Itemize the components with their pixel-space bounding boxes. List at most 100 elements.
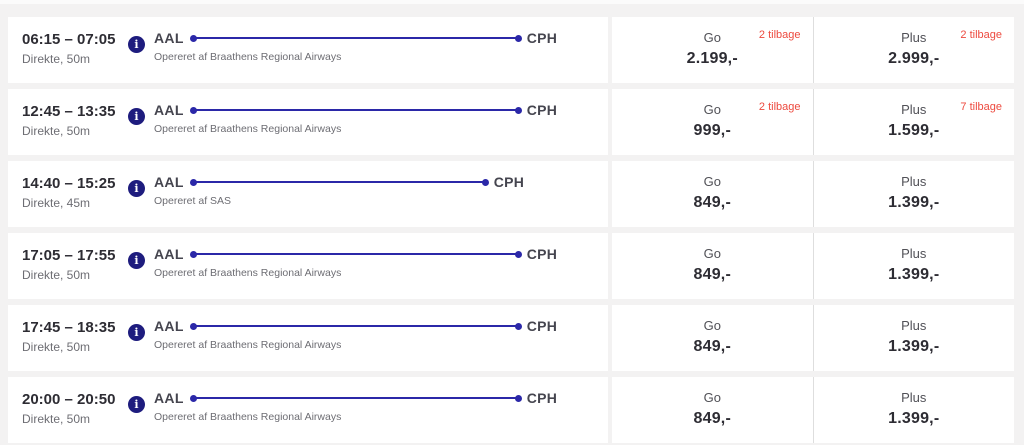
price-card: Go 849,- Plus 1.399,- <box>612 161 1014 227</box>
plus-fare-label: Plus <box>901 102 927 117</box>
time-block: 17:05 – 17:55 Direkte, 50m <box>22 233 128 299</box>
flight-path-line <box>189 178 489 186</box>
time-block: 06:15 – 07:05 Direkte, 50m <box>22 17 128 83</box>
fare-option-go[interactable]: Go 849,- <box>612 305 813 371</box>
route: AAL CPH Opereret af Braathens Regional A… <box>154 89 557 155</box>
go-fare-price: 849,- <box>693 266 731 283</box>
origin-dot <box>189 178 197 186</box>
fare-option-plus[interactable]: 2 tilbage Plus 2.999,- <box>812 17 1015 83</box>
fare-option-go[interactable]: 2 tilbage Go 999,- <box>612 89 813 155</box>
operator-label: Opereret af Braathens Regional Airways <box>154 123 342 135</box>
go-fare-price: 999,- <box>693 122 731 139</box>
route: AAL CPH Opereret af Braathens Regional A… <box>154 377 557 443</box>
origin-code: AAL <box>154 390 184 406</box>
info-icon[interactable]: i <box>128 180 145 197</box>
go-fare-label: Go <box>703 246 721 261</box>
origin-dot <box>189 250 197 258</box>
plus-fare-price: 1.399,- <box>888 266 940 283</box>
flight-duration: Direkte, 50m <box>22 52 91 66</box>
route-line: AAL CPH <box>154 102 557 118</box>
time-block: 20:00 – 20:50 Direkte, 50m <box>22 377 128 443</box>
flight-info-card[interactable]: 14:40 – 15:25 Direkte, 45m i AAL CPH Ope… <box>8 161 608 227</box>
fare-option-plus[interactable]: Plus 1.399,- <box>812 377 1015 443</box>
flight-row: 14:40 – 15:25 Direkte, 45m i AAL CPH Ope… <box>8 161 1014 227</box>
go-fare-label: Go <box>703 30 721 45</box>
go-fare-price: 849,- <box>693 338 731 355</box>
route-line: AAL CPH <box>154 390 557 406</box>
destination-code: CPH <box>526 246 558 262</box>
go-availability-badge: 2 tilbage <box>758 101 801 113</box>
flight-time: 17:05 – 17:55 <box>22 247 116 264</box>
plus-fare-label: Plus <box>901 246 927 261</box>
flight-info-card[interactable]: 06:15 – 07:05 Direkte, 50m i AAL CPH Ope… <box>8 17 608 83</box>
info-icon[interactable]: i <box>128 252 145 269</box>
info-icon[interactable]: i <box>128 324 145 341</box>
flight-info-card[interactable]: 17:05 – 17:55 Direkte, 50m i AAL CPH Ope… <box>8 233 608 299</box>
flight-path-line <box>189 34 522 42</box>
operator-label: Opereret af Braathens Regional Airways <box>154 51 342 63</box>
info-icon[interactable]: i <box>128 108 145 125</box>
origin-code: AAL <box>154 102 184 118</box>
plus-fare-label: Plus <box>901 390 927 405</box>
fare-option-go[interactable]: Go 849,- <box>612 233 813 299</box>
flight-time: 06:15 – 07:05 <box>22 31 116 48</box>
flight-row: 20:00 – 20:50 Direkte, 50m i AAL CPH Ope… <box>8 377 1014 443</box>
fare-option-plus[interactable]: Plus 1.399,- <box>812 233 1015 299</box>
flight-duration: Direkte, 50m <box>22 268 91 282</box>
flight-row: 17:45 – 18:35 Direkte, 50m i AAL CPH Ope… <box>8 305 1014 371</box>
destination-dot <box>514 394 522 402</box>
origin-code: AAL <box>154 174 184 190</box>
price-card: 2 tilbage Go 2.199,- 2 tilbage Plus 2.99… <box>612 17 1014 83</box>
fare-option-go[interactable]: Go 849,- <box>612 161 813 227</box>
route: AAL CPH Opereret af Braathens Regional A… <box>154 305 557 371</box>
info-icon-glyph: i <box>134 38 139 51</box>
fare-option-go[interactable]: 2 tilbage Go 2.199,- <box>612 17 813 83</box>
fare-option-plus[interactable]: 7 tilbage Plus 1.599,- <box>812 89 1015 155</box>
destination-dot <box>514 250 522 258</box>
plus-fare-label: Plus <box>901 174 927 189</box>
fare-option-plus[interactable]: Plus 1.399,- <box>812 161 1015 227</box>
flight-row: 06:15 – 07:05 Direkte, 50m i AAL CPH Ope… <box>8 17 1014 83</box>
go-fare-label: Go <box>703 174 721 189</box>
fare-option-plus[interactable]: Plus 1.399,- <box>812 305 1015 371</box>
flight-info-card[interactable]: 17:45 – 18:35 Direkte, 50m i AAL CPH Ope… <box>8 305 608 371</box>
origin-code: AAL <box>154 30 184 46</box>
price-card: Go 849,- Plus 1.399,- <box>612 233 1014 299</box>
info-icon[interactable]: i <box>128 396 145 413</box>
destination-code: CPH <box>526 318 558 334</box>
price-card: 2 tilbage Go 999,- 7 tilbage Plus 1.599,… <box>612 89 1014 155</box>
route: AAL CPH Opereret af Braathens Regional A… <box>154 233 557 299</box>
route-line: AAL CPH <box>154 246 557 262</box>
go-availability-badge: 2 tilbage <box>758 29 801 41</box>
origin-code: AAL <box>154 318 184 334</box>
flight-time: 20:00 – 20:50 <box>22 391 116 408</box>
plus-fare-price: 1.399,- <box>888 194 940 211</box>
origin-code: AAL <box>154 246 184 262</box>
info-icon[interactable]: i <box>128 36 145 53</box>
flight-duration: Direkte, 50m <box>22 412 91 426</box>
top-strip <box>0 0 1024 4</box>
go-fare-price: 2.199,- <box>686 50 738 67</box>
destination-code: CPH <box>526 102 558 118</box>
fare-option-go[interactable]: Go 849,- <box>612 377 813 443</box>
flight-path-line <box>189 322 522 330</box>
flight-info-card[interactable]: 12:45 – 13:35 Direkte, 50m i AAL CPH Ope… <box>8 89 608 155</box>
route-line: AAL CPH <box>154 318 557 334</box>
info-icon-glyph: i <box>134 326 139 339</box>
operator-label: Opereret af Braathens Regional Airways <box>154 411 342 423</box>
route: AAL CPH Opereret af SAS <box>154 161 524 227</box>
flight-results-list: 06:15 – 07:05 Direkte, 50m i AAL CPH Ope… <box>0 4 1024 443</box>
price-card: Go 849,- Plus 1.399,- <box>612 305 1014 371</box>
destination-code: CPH <box>526 30 558 46</box>
info-icon-glyph: i <box>134 254 139 267</box>
flight-duration: Direkte, 50m <box>22 124 91 138</box>
plus-fare-label: Plus <box>901 318 927 333</box>
go-fare-label: Go <box>703 318 721 333</box>
flight-duration: Direkte, 50m <box>22 340 91 354</box>
plus-fare-price: 1.599,- <box>888 122 940 139</box>
origin-dot <box>189 106 197 114</box>
flight-info-card[interactable]: 20:00 – 20:50 Direkte, 50m i AAL CPH Ope… <box>8 377 608 443</box>
info-icon-glyph: i <box>134 398 139 411</box>
flight-path-line <box>189 394 522 402</box>
destination-code: CPH <box>493 174 525 190</box>
